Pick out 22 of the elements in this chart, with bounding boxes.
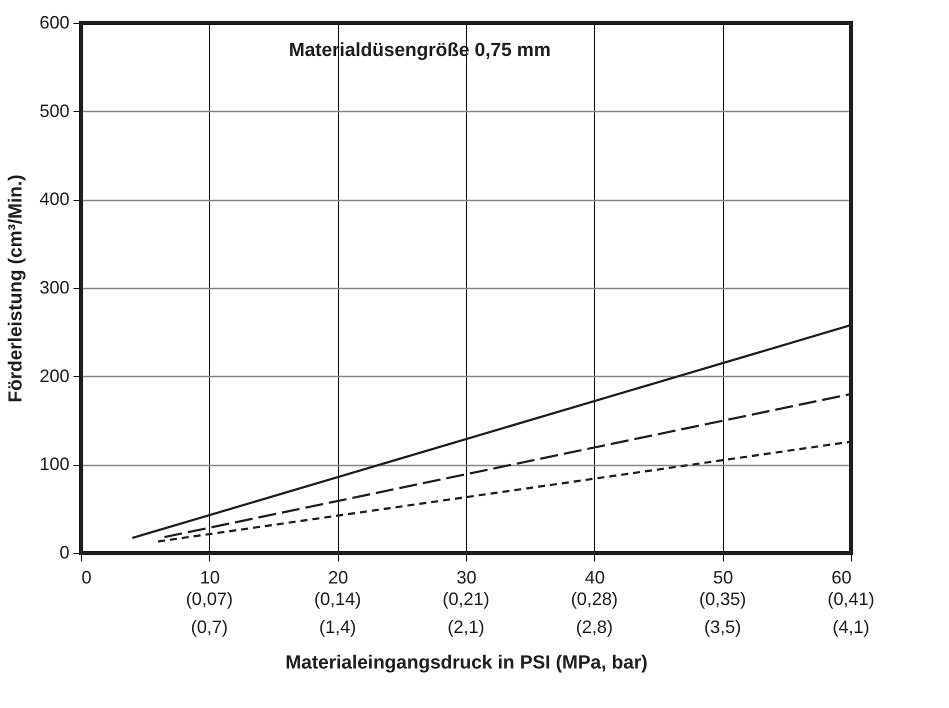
y-tick-label: 500 bbox=[39, 100, 70, 121]
x-tick-label: 10 bbox=[200, 568, 220, 588]
text: (0,35) (3,5) bbox=[699, 589, 746, 637]
text: (0,28) (2,8) bbox=[570, 589, 618, 637]
x-tick-label: 50 bbox=[713, 568, 734, 588]
y-axis-title: Förderleistung (cm³/Min.) bbox=[5, 174, 26, 402]
text: (0,07) (0,7) bbox=[186, 589, 233, 637]
y-tick-label: 300 bbox=[39, 278, 70, 298]
x-tick-label: 60 bbox=[831, 568, 852, 588]
x-tick-label: 0 bbox=[82, 568, 92, 588]
text: (0,41) (4,1) bbox=[827, 589, 875, 637]
y-tick-label: 600 bbox=[39, 12, 70, 32]
y-tick-label: 0 bbox=[59, 542, 70, 562]
x-tick-label: 40 bbox=[584, 568, 605, 588]
x-tick-label: 30 bbox=[456, 568, 477, 588]
y-tick-label: 400 bbox=[39, 189, 70, 210]
x-axis-title: Materialeingangsdruck in PSI (MPa, bar) bbox=[285, 652, 648, 674]
text: (0,21) (2,1) bbox=[442, 589, 490, 637]
text: (0,14) (1,4) bbox=[314, 589, 362, 637]
x-tick-label: 20 bbox=[328, 568, 348, 588]
y-tick-label: 100 bbox=[39, 454, 70, 474]
y-tick-label: 200 bbox=[39, 366, 70, 386]
